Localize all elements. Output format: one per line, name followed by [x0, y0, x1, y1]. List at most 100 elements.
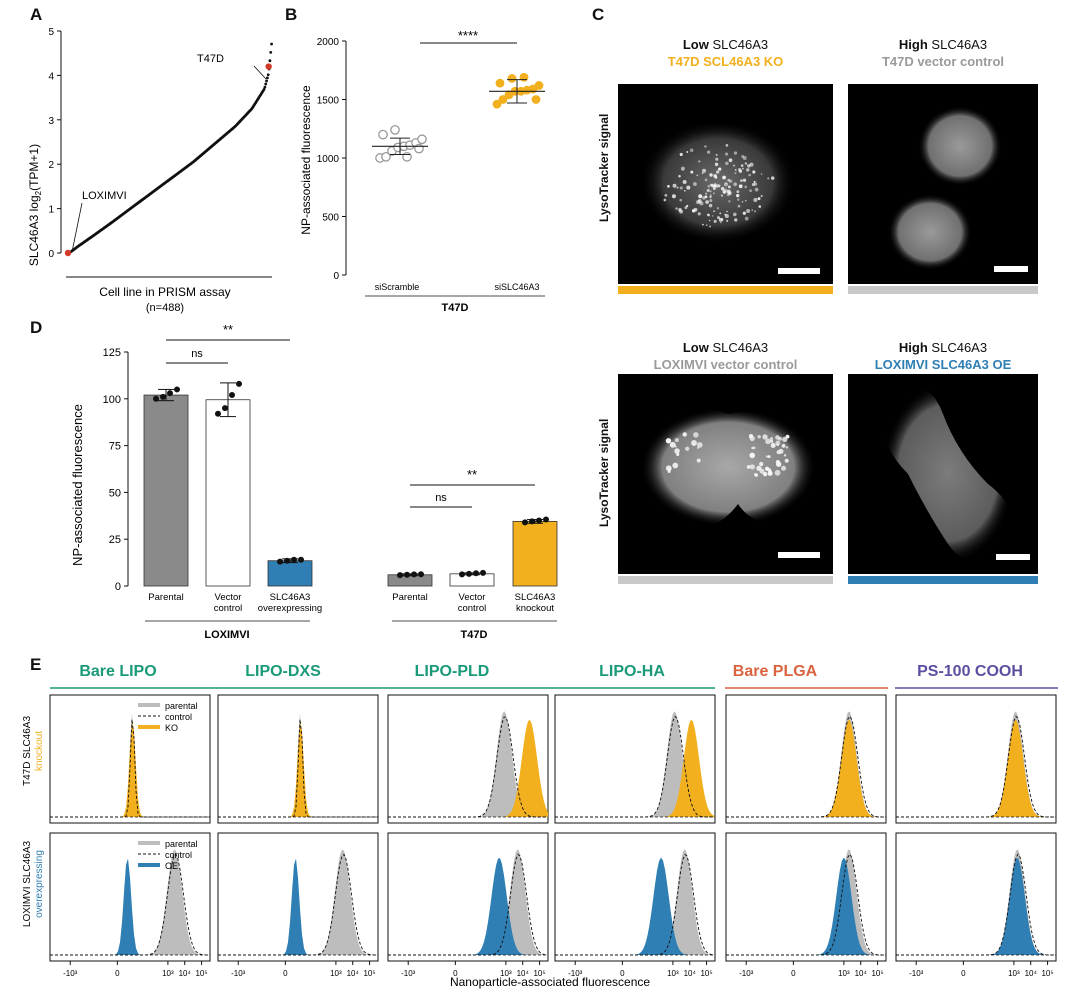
panel-e-parental-hist [555, 711, 715, 817]
panel-b-points [372, 72, 545, 163]
panel-e-xtick-label: -10³ [568, 969, 583, 978]
panel-b-point-siScramble [381, 151, 391, 162]
panel-a-point [268, 59, 272, 63]
lysosome-spot [709, 194, 712, 197]
lysosome-spot [720, 221, 722, 224]
panel-e-xtick-label: 10³ [838, 969, 850, 978]
panel-d-ytick-label: 50 [109, 487, 121, 499]
panel-a-ytick-label: 3 [48, 116, 54, 127]
lysosome-spot [698, 160, 701, 163]
lysosome-spot [762, 471, 768, 477]
lysosome-spot [737, 198, 740, 201]
lysosome-spot [753, 210, 757, 213]
lysosome-spot [781, 443, 786, 448]
lysosome-spot [748, 173, 751, 177]
lysosome-spot [706, 188, 710, 193]
panel-d-point [411, 571, 417, 578]
lysosome-spot [742, 178, 747, 182]
panel-e-title: Bare PLGA [732, 663, 818, 680]
lysosome-spot [701, 172, 704, 174]
lysosome-spot [665, 438, 672, 444]
panel-e-xtick-label: 10⁴ [1025, 969, 1038, 978]
panel-e-histograms: -10³ 0 10³ 10⁴ 10⁵ -10³ 0 10³ 10⁴ 10⁵ -10³ 0 10³ 10⁴ 1… [49, 694, 1057, 978]
panel-b-ytick-label: 2000 [317, 37, 340, 48]
panel-d-bar [143, 394, 189, 587]
panel-e-xtick-label: 10³ [162, 969, 174, 978]
lysosome-spot [696, 458, 701, 463]
lysosome-spot [678, 208, 682, 212]
panel-label-e: E [30, 655, 42, 674]
lysosome-spot [741, 155, 745, 159]
lysosome-spot [709, 199, 713, 203]
lysosome-spot [715, 153, 718, 156]
lysosome-spot [749, 452, 755, 459]
panel-b-chart: 0 500 1000 1500 2000 NP-associated fluoresce… [299, 28, 545, 314]
panel-d-point [522, 519, 528, 526]
panel-d-point [291, 556, 297, 563]
panel-a-loximvi-pointer [71, 202, 83, 253]
lysosome-spot [725, 144, 729, 147]
micrograph-loximvi-oe-colorbar [848, 576, 1038, 584]
panel-e-xtick-label: 0 [283, 969, 288, 978]
lysosome-spot [684, 206, 688, 210]
legend-label: KO [165, 723, 178, 733]
lysosome-spot [696, 442, 703, 448]
lysosome-spot [704, 178, 708, 182]
lysosome-spot [759, 461, 764, 467]
panel-d-point [174, 386, 180, 393]
panel-e-xtick-label: 0 [791, 969, 796, 978]
panel-a-ytick-label: 5 [48, 27, 54, 38]
panel-d-point [418, 571, 424, 578]
panel-d-point [543, 516, 549, 523]
panel-b-xtick-sislc46a3: siSLC46A3 [494, 282, 539, 292]
panel-b-ytick-label: 0 [333, 271, 339, 282]
lysosome-spot [770, 439, 774, 443]
panel-a-highlight-t47d [265, 63, 272, 70]
panel-e-parental-hist [555, 849, 715, 955]
lysosome-spot [706, 150, 711, 154]
lysosome-spot [719, 212, 722, 215]
lysosome-spot [697, 212, 701, 216]
panel-e-xtick-label: 10³ [330, 969, 342, 978]
lysosome-spot [753, 197, 758, 202]
lysosome-spot [664, 193, 668, 197]
lysosome-spot [702, 223, 704, 226]
panel-a-point [269, 50, 273, 54]
panel-a-point [262, 87, 266, 91]
lysosome-spot [776, 450, 781, 455]
lysosome-spot [713, 210, 715, 213]
panel-e-title: LIPO-PLD [414, 663, 490, 680]
lysosome-spot [685, 446, 690, 451]
lysosome-spot [726, 210, 728, 213]
panel-a-axes: 0 1 2 3 4 5 [48, 27, 272, 278]
lysosome-spot [745, 168, 750, 172]
lysosome-spot [679, 152, 683, 157]
lysosome-spot [724, 213, 727, 216]
lysosome-spot [682, 180, 687, 184]
panel-d-bars [143, 380, 558, 587]
lysosome-spot [726, 193, 730, 197]
lysosome-spot [714, 175, 718, 179]
panel-d-xtick-label: control [458, 603, 487, 614]
panel-e-xtick-label: 10⁴ [684, 969, 697, 978]
panel-e-xtick-label: -10³ [231, 969, 246, 978]
lysosome-spot [669, 441, 676, 448]
lysosome-spot [704, 195, 708, 199]
panel-a-highlight-loximvi [64, 249, 72, 257]
panel-d-point [529, 518, 535, 525]
lysosome-spot [716, 216, 720, 220]
panel-d-ytick-label: 75 [109, 441, 121, 453]
lysosome-spot [732, 164, 736, 167]
lysosome-spot [714, 183, 717, 185]
lysosome-spot [693, 207, 698, 212]
panel-a-xlabel: Cell line in PRISM assay [99, 285, 230, 299]
lysosome-spot [738, 184, 743, 189]
micrograph-loximvi-vector [618, 374, 833, 574]
panel-b-xtick-siscramble: siScramble [375, 282, 420, 292]
panel-d-sig-star-1: ** [223, 322, 233, 337]
panel-e-xtick-label: 0 [961, 969, 966, 978]
panel-label-d: D [30, 318, 43, 337]
panel-c-row1-label: LysoTracker signal [597, 113, 611, 222]
panel-d-bar [205, 399, 251, 587]
lysosome-spot [770, 176, 775, 180]
